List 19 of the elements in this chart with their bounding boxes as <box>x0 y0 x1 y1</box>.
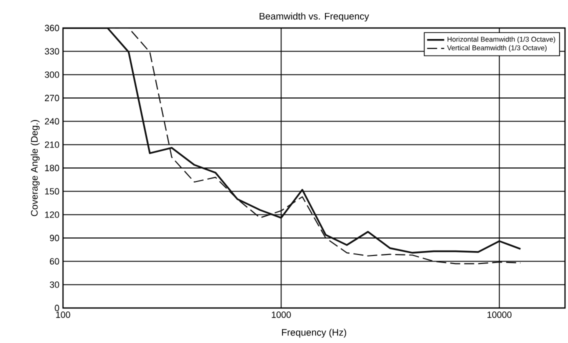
y-tick-label: 240 <box>44 118 60 125</box>
y-tick-label: 60 <box>50 258 60 265</box>
y-tick-label: 150 <box>45 188 60 195</box>
y-tick-label: 330 <box>44 48 60 55</box>
x-tick-label: 1000 <box>272 312 291 318</box>
y-tick-label: 360 <box>44 24 60 32</box>
y-axis-title: Coverage Angle (Deg.) <box>30 120 40 216</box>
y-tick-label: 120 <box>45 211 60 218</box>
y-tick-label: 300 <box>44 71 60 78</box>
y-tick-label: 180 <box>45 164 60 172</box>
y-tick-label: 210 <box>44 141 60 148</box>
y-tick-label: 0 <box>54 304 60 312</box>
y-tick-label: 30 <box>50 281 60 288</box>
y-tick-label: 270 <box>44 94 60 102</box>
x-axis-title: Frequency (Hz) <box>282 328 346 338</box>
y-tick-label: 90 <box>50 234 60 242</box>
x-tick-label: 10000 <box>488 312 512 318</box>
chart-title: Beamwidth vs. Frequency <box>260 12 370 22</box>
x-tick-label: 100 <box>56 312 70 318</box>
